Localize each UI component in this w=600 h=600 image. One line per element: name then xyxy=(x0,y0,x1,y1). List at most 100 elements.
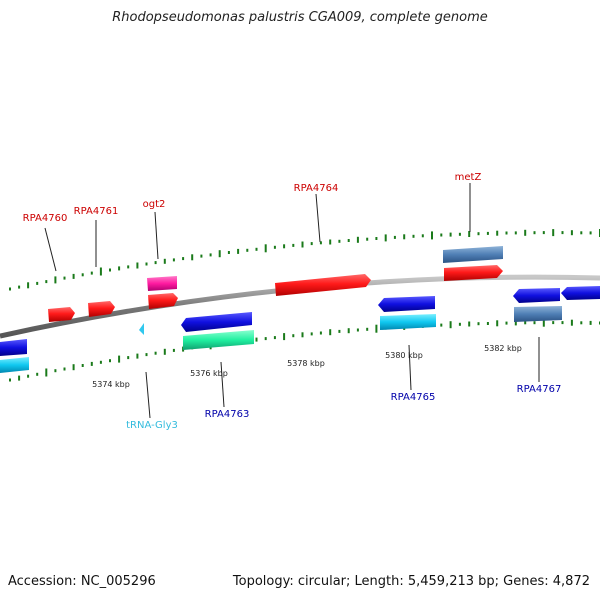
gc-outer-tick xyxy=(589,231,592,235)
gene-feature-rpa4763-b[interactable] xyxy=(183,330,254,350)
gene-label-trna-gly3: tRNA-Gly3 xyxy=(126,420,178,431)
gc-inner-tick xyxy=(163,348,166,355)
gc-outer-tick xyxy=(292,243,295,247)
gc-outer-tick xyxy=(109,268,111,272)
accession-text: Accession: NC_005296 xyxy=(8,574,156,589)
position-label-5378: 5378 kbp xyxy=(287,359,325,368)
gc-outer-tick xyxy=(264,244,267,253)
gc-inner-tick xyxy=(54,369,57,373)
forward-strand-features xyxy=(48,246,503,322)
gene-label-ogt2: ogt2 xyxy=(143,199,166,210)
gc-inner-tick xyxy=(524,321,527,325)
gc-outer-tick xyxy=(580,231,583,235)
gene-feature-rpa4760[interactable] xyxy=(48,307,75,322)
gc-inner-tick xyxy=(347,328,350,334)
gc-outer-tick xyxy=(172,258,175,262)
gc-inner-tick xyxy=(273,336,276,340)
gc-inner-tick xyxy=(449,321,452,329)
gc-inner-tick xyxy=(552,321,555,325)
position-label-5376: 5376 kbp xyxy=(190,369,228,378)
gc-outer-tick xyxy=(237,248,240,254)
gc-inner-tick xyxy=(310,332,313,336)
gc-inner-tick xyxy=(72,364,75,371)
gc-outer-tick xyxy=(90,271,93,275)
gene-feature-ogt2-a[interactable] xyxy=(147,276,177,291)
gc-inner-tick xyxy=(366,327,369,331)
gc-outer-tick xyxy=(145,262,148,266)
gc-inner-tick xyxy=(255,337,258,342)
gene-feature-metz-b[interactable] xyxy=(444,265,503,281)
gc-outer-tick xyxy=(45,280,48,284)
gc-inner-tick xyxy=(561,321,564,325)
gc-inner-tick xyxy=(458,322,461,326)
gc-inner-tick xyxy=(136,353,139,359)
gc-inner-tick xyxy=(440,323,443,327)
gc-outer-tick xyxy=(347,239,350,242)
gc-inner-tick xyxy=(468,321,471,327)
gene-feature-metz-a[interactable] xyxy=(443,246,503,263)
gc-inner-tick xyxy=(580,321,583,325)
gene-feature-left-b[interactable] xyxy=(0,357,29,373)
gc-outer-tick xyxy=(255,247,258,251)
gc-outer-tick xyxy=(384,234,387,242)
gc-outer-tick xyxy=(477,232,480,236)
gc-outer-tick xyxy=(524,229,527,236)
gene-feature-ogt2-b[interactable] xyxy=(148,293,178,309)
gc-outer-tick xyxy=(458,232,461,236)
label-leader-lines xyxy=(44,183,540,419)
gc-inner-tick xyxy=(375,324,378,333)
gene-feature-rpa4767-b[interactable] xyxy=(514,306,562,322)
gc-outer-tick xyxy=(283,244,286,249)
gc-inner-tick xyxy=(109,359,111,363)
gc-outer-tick xyxy=(72,273,75,279)
gc-outer-tick xyxy=(319,241,322,245)
gene-feature-rpa4764[interactable] xyxy=(275,274,371,296)
gc-outer-tick xyxy=(403,234,406,240)
gc-outer-tick xyxy=(218,250,221,258)
gene-feature-left-a[interactable] xyxy=(0,339,27,356)
gc-inner-tick xyxy=(301,332,304,338)
gc-inner-tick xyxy=(172,348,175,352)
gc-inner-tick xyxy=(514,320,517,326)
gc-outer-tick xyxy=(191,254,194,261)
gene-label-rpa4765: RPA4765 xyxy=(391,392,436,403)
gc-outer-tick xyxy=(310,242,313,246)
gene-feature-rpa4761[interactable] xyxy=(88,301,115,317)
gc-outer-tick xyxy=(375,237,378,240)
gene-feature-rpa4767-c[interactable] xyxy=(561,286,600,300)
gc-inner-tick xyxy=(90,361,93,366)
gene-feature-rpa4765-b[interactable] xyxy=(380,314,436,330)
gc-inner-tick xyxy=(292,334,295,338)
gc-outer-tick xyxy=(431,231,433,240)
gc-inner-tick xyxy=(154,351,157,355)
gc-outer-tick xyxy=(421,234,424,238)
position-label-5380: 5380 kbp xyxy=(385,351,423,360)
position-label-5374: 5374 kbp xyxy=(92,380,130,389)
gc-inner-tick xyxy=(18,375,21,381)
gc-inner-tick xyxy=(486,322,489,325)
gc-inner-tick xyxy=(283,333,286,341)
gc-outer-tick xyxy=(533,231,536,235)
gc-outer-tick xyxy=(81,273,84,277)
gc-outer-tick xyxy=(99,267,102,276)
map-title: Rhodopseudomonas palustris CGA009, compl… xyxy=(112,10,488,25)
gene-feature-rpa4765-a[interactable] xyxy=(378,296,435,312)
gc-inner-tick xyxy=(9,378,11,382)
gc-inner-tick xyxy=(36,372,39,376)
gene-label-rpa4767: RPA4767 xyxy=(517,384,562,395)
gc-outer-tick xyxy=(209,253,212,257)
gc-outer-tick xyxy=(468,231,471,237)
gene-feature-rpa4767-a[interactable] xyxy=(513,288,560,303)
gc-outer-tick xyxy=(366,237,369,241)
gc-inner-tick xyxy=(542,318,545,327)
gene-feature-rpa4763-a[interactable] xyxy=(181,312,252,332)
gc-outer-tick xyxy=(301,241,304,248)
gc-outer-tick xyxy=(54,276,57,284)
gc-outer-tick xyxy=(514,231,517,235)
gene-feature-trna-gly3[interactable] xyxy=(139,323,144,335)
gc-inner-tick xyxy=(338,329,341,333)
gc-inner-tick xyxy=(45,368,48,377)
gc-outer-tick xyxy=(570,230,573,236)
gc-track-outer xyxy=(9,229,600,291)
